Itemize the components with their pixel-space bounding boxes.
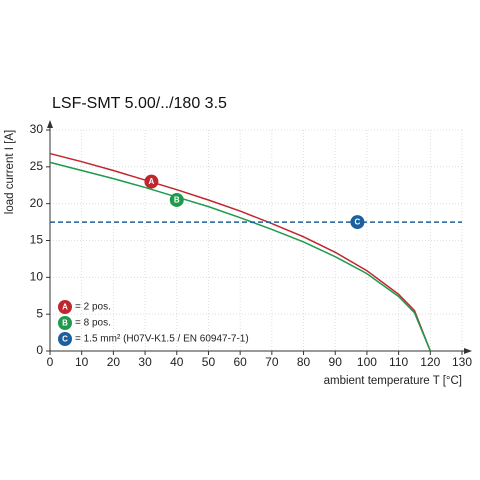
series-line — [49, 161, 432, 352]
legend-text: = 2 pos. — [75, 302, 111, 313]
series-marker: A — [144, 174, 159, 189]
y-tick-label: 10 — [30, 270, 44, 284]
series-marker-letter: C — [355, 218, 361, 227]
y-axis-label: load current I [A] — [4, 130, 16, 214]
series-marker-circle — [144, 174, 159, 189]
x-axis-arrow — [464, 348, 472, 354]
x-tick-label: 100 — [357, 355, 377, 369]
x-tick-label: 130 — [452, 355, 472, 369]
y-tick-label: 0 — [36, 343, 43, 357]
x-tick-label: 30 — [138, 355, 152, 369]
x-tick-label: 110 — [389, 355, 408, 369]
x-tick-label: 0 — [47, 355, 54, 369]
x-tick-label: 50 — [202, 355, 216, 369]
x-tick-label: 20 — [107, 355, 121, 369]
series-line — [49, 152, 432, 352]
y-tick-label: 30 — [30, 122, 44, 136]
legend-marker: C — [58, 332, 72, 346]
series-marker: B — [169, 192, 184, 207]
legend-marker: A — [58, 300, 72, 314]
series-marker-circle — [350, 215, 365, 230]
legend-text: = 8 pos. — [75, 318, 111, 329]
legend-marker-letter: B — [62, 319, 68, 328]
series-marker: C — [350, 215, 365, 230]
x-tick-label: 10 — [75, 355, 89, 369]
x-tick-label: 70 — [265, 355, 279, 369]
y-tick-label: 15 — [30, 233, 44, 247]
x-tick-label: 80 — [297, 355, 311, 369]
x-tick-label: 90 — [329, 355, 343, 369]
x-tick-label: 120 — [420, 355, 440, 369]
y-tick-label: 5 — [36, 306, 43, 320]
legend-marker-circle — [58, 300, 72, 314]
y-tick-label: 20 — [30, 196, 44, 210]
series-marker-circle — [169, 192, 184, 207]
legend-marker: B — [58, 316, 72, 330]
legend-marker-letter: A — [62, 303, 68, 312]
x-axis-label: ambient temperature T [°C] — [324, 375, 462, 387]
legend-marker-circle — [58, 332, 72, 346]
x-tick-label: 40 — [170, 355, 184, 369]
legend-marker-letter: C — [62, 335, 68, 344]
series-marker-letter: B — [174, 196, 180, 205]
y-axis-arrow — [47, 120, 53, 128]
x-tick-label: 60 — [233, 355, 247, 369]
legend-text: = 1.5 mm² (H07V-K1.5 / EN 60947-7-1) — [75, 334, 249, 345]
series-marker-letter: A — [149, 177, 155, 186]
y-tick-label: 25 — [30, 159, 44, 173]
legend-marker-circle — [58, 316, 72, 330]
chart-title: LSF-SMT 5.00/../180 3.5 — [52, 95, 227, 112]
